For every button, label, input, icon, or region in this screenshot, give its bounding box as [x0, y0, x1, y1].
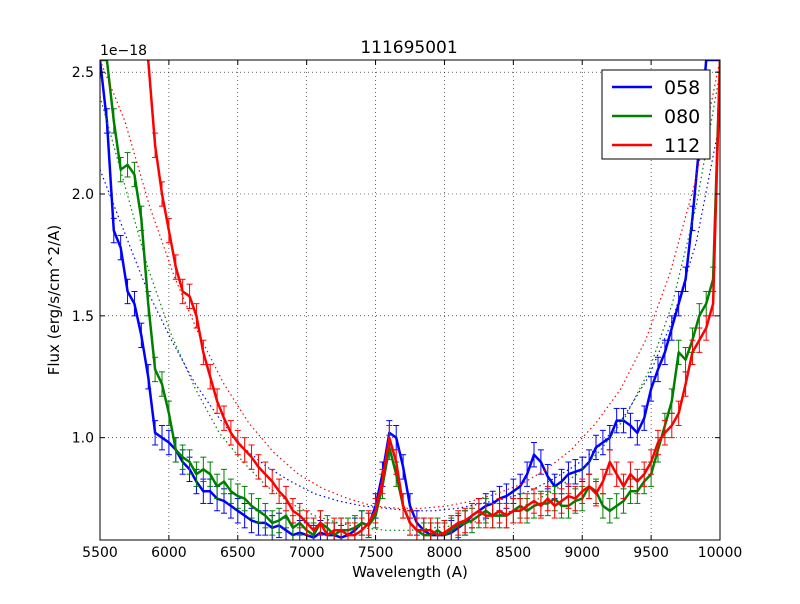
y-tick-label: 1.5: [72, 309, 94, 325]
chart-title: 111695001: [360, 38, 457, 58]
x-tick-label: 7500: [358, 545, 394, 561]
x-tick-label: 7000: [289, 545, 325, 561]
x-tick-label: 8000: [427, 545, 463, 561]
y-tick-label: 2.0: [72, 187, 94, 203]
legend-label-112: 112: [664, 135, 700, 157]
legend: 058 080 112: [601, 69, 711, 160]
series-line-058: [100, 60, 720, 539]
x-tick-label: 9000: [564, 545, 600, 561]
x-tick-label: 5500: [82, 545, 118, 561]
x-tick-label: 10000: [698, 545, 743, 561]
y-axis-label: Flux (erg/s/cm^2/A): [45, 225, 63, 376]
y-tick-label: 1.0: [72, 431, 94, 447]
legend-label-058: 058: [664, 77, 700, 99]
x-tick-label: 9500: [633, 545, 669, 561]
plot-frame: [99, 59, 721, 541]
axis-ticks: 5500 6000 6500 7000 7500 8000 8500 9000 9500 1000…: [72, 60, 743, 561]
x-axis-label: Wavelength (A): [352, 563, 468, 581]
y-tick-label: 2.5: [72, 65, 94, 81]
x-tick-label: 8500: [496, 545, 532, 561]
x-tick-label: 6500: [220, 545, 256, 561]
y-multiplier: 1e−18: [100, 43, 147, 59]
series-line-112: [146, 60, 720, 537]
fit-curve-080: [100, 72, 720, 531]
x-tick-label: 6000: [151, 545, 187, 561]
legend-label-080: 080: [664, 106, 700, 128]
